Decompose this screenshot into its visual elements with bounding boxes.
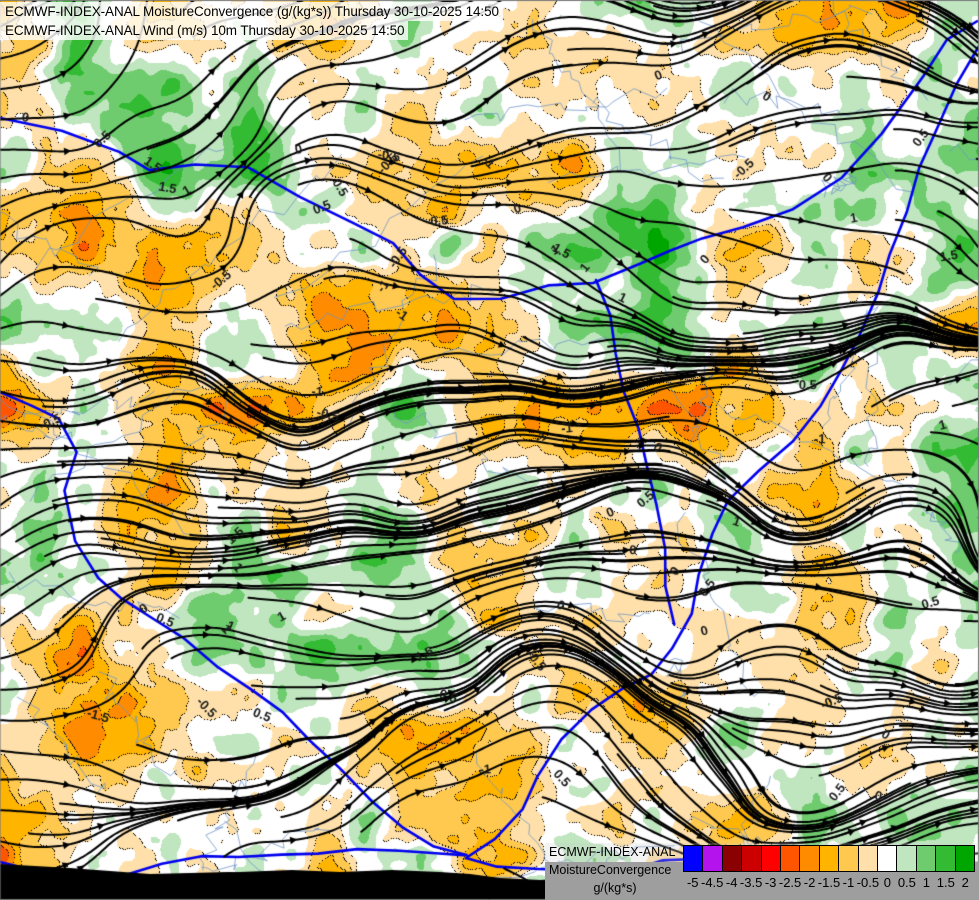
legend-color-bar[interactable] — [683, 845, 975, 872]
legend-tick-10: 0 — [883, 875, 892, 890]
legend-model-label: ECMWF-INDEX-ANAL — [549, 845, 676, 859]
map-title-moisture-convergence: ECMWF-INDEX-ANAL MoistureConvergence (g/… — [0, 2, 503, 21]
legend-tick-8: -1 — [842, 875, 855, 890]
legend-swatch-12 — [916, 846, 937, 871]
legend-variable-label: MoistureConvergence — [549, 863, 672, 877]
legend-tick-0: -5 — [686, 875, 699, 890]
legend-swatch-10 — [878, 846, 898, 871]
legend-swatch-0 — [684, 846, 704, 871]
legend-tick-3: -3.5 — [739, 875, 763, 890]
legend-swatch-6 — [800, 846, 820, 871]
legend-swatch-4 — [761, 846, 782, 871]
legend-swatch-11 — [897, 846, 917, 871]
legend-tick-1: -4.5 — [700, 875, 724, 890]
legend-tick-labels: -5 -4.5 -4 -3.5 -3 -2.5 -2 -1.5 -1 -0.5 0 0.5 1 1.5 2 — [683, 872, 975, 894]
colorbar-legend: ECMWF-INDEX-ANAL MoistureConvergence g/(… — [545, 843, 979, 900]
legend-tick-11: 0.5 — [897, 875, 916, 890]
legend-swatch-8 — [839, 846, 859, 871]
legend-swatch-3 — [742, 846, 762, 871]
legend-tick-9: -0.5 — [856, 875, 880, 890]
legend-swatch-7 — [819, 846, 840, 871]
legend-tick-2: -4 — [725, 875, 738, 890]
legend-swatch-14 — [955, 846, 975, 871]
legend-swatch-9 — [858, 846, 879, 871]
legend-caption: ECMWF-INDEX-ANAL MoistureConvergence g/(… — [549, 843, 689, 900]
legend-swatch-1 — [703, 846, 723, 871]
legend-tick-5: -2.5 — [778, 875, 802, 890]
legend-swatch-5 — [781, 846, 801, 871]
legend-swatch-13 — [936, 846, 956, 871]
legend-tick-6: -2 — [803, 875, 816, 890]
legend-tick-4: -3 — [764, 875, 777, 890]
legend-tick-13: 1.5 — [936, 875, 955, 890]
legend-tick-7: -1.5 — [817, 875, 841, 890]
legend-tick-14: 2 — [961, 875, 969, 890]
legend-swatch-2 — [722, 846, 743, 871]
legend-tick-12: 1 — [922, 875, 930, 890]
map-title-wind: ECMWF-INDEX-ANAL Wind (m/s) 10m Thursday… — [0, 21, 409, 40]
legend-units-label: g/(kg*s) — [593, 881, 637, 895]
